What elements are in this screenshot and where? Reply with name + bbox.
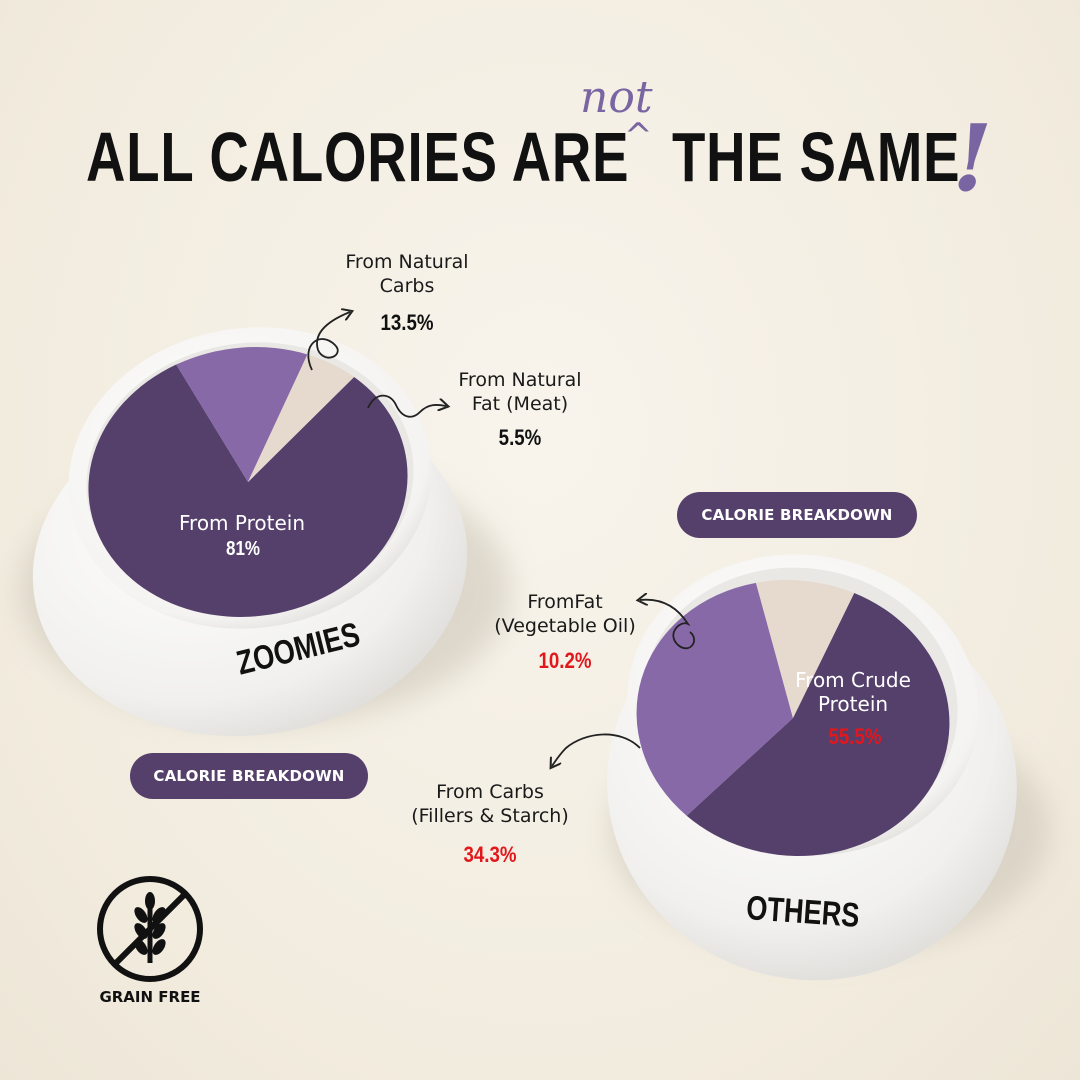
others-fat-label: FromFat (Vegetable Oil) — [480, 590, 650, 638]
others-slice-from-crude-protein — [686, 593, 950, 856]
headline: ALL CALORIES ARE not ^ THE SAME ! — [0, 72, 1080, 212]
zoomies-fat-value: 5.5% — [498, 425, 542, 450]
zoomies-carbs-label: From Natural Carbs — [322, 250, 492, 298]
zoomies-fat-label: From Natural Fat (Meat) — [435, 368, 605, 416]
zoomies-carbs-label-line2: Carbs — [379, 275, 435, 297]
zoomies-slice-from-natural-fat-meat — [248, 354, 355, 482]
zoomies-carbs-value: 13.5% — [380, 310, 434, 335]
headline-not-insert: not — [580, 72, 653, 123]
headline-right: THE SAME — [672, 118, 961, 196]
others-protein-value: 55.5% — [828, 724, 882, 749]
others-carbs-value: 34.3% — [463, 842, 517, 867]
others-fat-label-line2: (Vegetable Oil) — [494, 615, 636, 637]
arrow-fillers-starch — [552, 733, 641, 766]
arrow-natural-carbs — [307, 312, 350, 371]
zoomies-slice-from-natural-carbs — [176, 347, 308, 482]
grain-free-icon — [97, 876, 203, 982]
grain-free-label: GRAIN FREE — [99, 988, 201, 1006]
others-slice-fromfat-vegetable-oil — [755, 580, 855, 718]
others-protein-label-line1: From Crude — [795, 668, 911, 692]
others-fat-label-line1: FromFat — [527, 591, 603, 613]
zoomies-calorie-breakdown-pill: CALORIE BREAKDOWN — [130, 753, 368, 799]
headline-caret: ^ — [624, 116, 653, 156]
zoomies-carbs-label-line1: From Natural — [345, 251, 469, 273]
arrow-natural-fat — [367, 394, 446, 418]
headline-exclamation: ! — [952, 104, 993, 212]
others-protein-label-line2: Protein — [817, 692, 889, 716]
zoomies-pie-chart — [88, 347, 408, 617]
zoomies-protein-label: From Protein — [178, 511, 305, 535]
zoomies-fat-label-line1: From Natural — [458, 369, 582, 391]
others-carbs-label-line2: (Fillers & Starch) — [411, 805, 569, 827]
others-protein-label: From Crude Protein — [768, 668, 938, 716]
others-fat-value: 10.2% — [538, 648, 592, 673]
others-carbs-label-line1: From Carbs — [436, 781, 544, 803]
headline-left: ALL CALORIES ARE — [86, 118, 630, 196]
zoomies-protein-value: 81% — [225, 538, 261, 560]
zoomies-slice-from-protein — [88, 364, 408, 617]
zoomies-fat-label-line2: Fat (Meat) — [471, 393, 569, 415]
others-calorie-breakdown-pill: CALORIE BREAKDOWN — [677, 492, 917, 538]
others-bowl-brand: OTHERS — [745, 889, 861, 935]
arrow-vegetable-oil — [640, 600, 695, 650]
others-carbs-label: From Carbs (Fillers & Starch) — [395, 780, 585, 828]
